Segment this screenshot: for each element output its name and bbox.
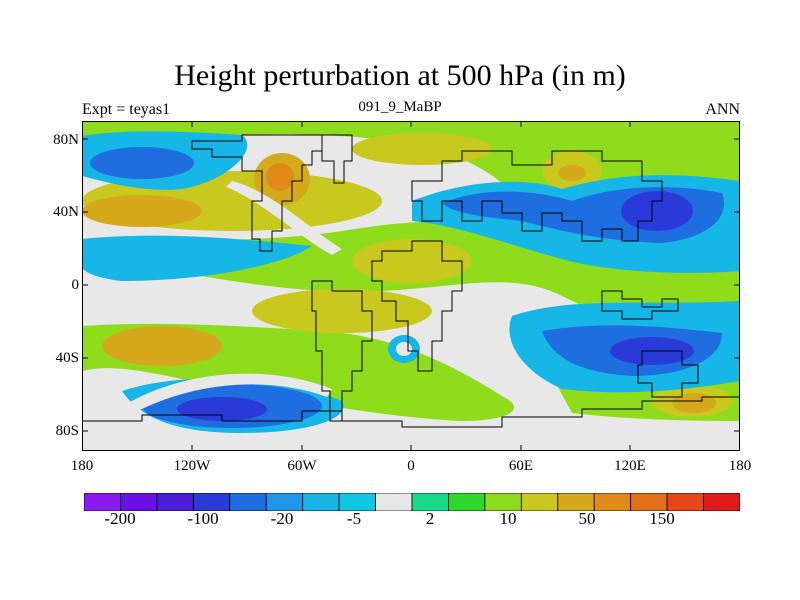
lon-tick-120w: 120W [173,458,211,474]
coast-eurasia [411,150,663,242]
field-white-band-south [102,373,332,429]
colorbar-label: -5 [346,509,362,528]
lon-tick-180w: 180 [70,458,94,474]
colorbar-swatch [302,493,340,511]
coast-south-america [311,280,373,422]
colorbar-label: -200 [104,509,136,528]
lon-tick-60w: 60W [287,458,317,474]
colorbar-label: 50 [578,509,596,528]
plot-title: Height perturbation at 500 hPa (in m) [174,59,626,92]
lon-tick-120e: 120E [614,458,646,474]
colorbar [84,493,740,511]
coast-north-america [191,134,323,252]
season-label: ANN [705,101,740,118]
coast-indonesia [601,290,679,320]
lat-tick-0: 0 [71,277,80,293]
colorbar-swatch [703,493,740,511]
coast-australia [637,350,699,398]
field-yellow-north-atlantic [352,133,492,165]
coast-antarctica [82,396,740,428]
field-orange-south-pacific [102,326,222,366]
lon-tick-180e: 180 [728,458,752,474]
field-cyan-tropical-band [82,235,312,281]
lat-tick-40s: 40S [55,350,79,366]
colorbar-swatch [229,493,267,511]
colorbar-swatch [593,493,632,511]
colorbar-label: -20 [270,509,294,528]
field-orange-core-north-america [266,163,294,191]
colorbar-swatch [375,493,413,511]
lat-tick-80n: 80N [53,132,79,148]
period-label: 091_9_MaBP [358,99,442,115]
coast-africa [371,240,463,372]
field-darkblue-arctic [90,147,194,179]
field-grey-core-africa [396,342,412,356]
colorbar-label: -100 [187,509,219,528]
axis-ticks [82,121,740,451]
colorbar-swatch [448,493,486,511]
colorbar-swatch [520,493,559,511]
lat-tick-40n: 40N [53,204,79,220]
experiment-label: Expt = teyas1 [82,101,171,118]
field-yellow-south-atlantic [252,289,432,333]
lon-tick-0: 0 [407,458,415,474]
lat-tick-80s: 80S [55,423,79,439]
coastlines [82,134,740,428]
lon-tick-60e: 60E [508,458,534,474]
field-orange-south-pacific-east [672,393,716,413]
colorbar-label: 10 [499,509,517,528]
map-plot [82,121,740,451]
field-darkblue-north-asia [621,191,693,231]
colorbar-label: 150 [649,509,675,528]
colorbar-label: 2 [425,509,435,528]
field-white-band-north [226,181,342,255]
field-orange-siberia [558,165,586,181]
field-orange-north-pacific [82,195,202,227]
coast-greenland [321,134,353,184]
contour-fields [82,121,740,433]
